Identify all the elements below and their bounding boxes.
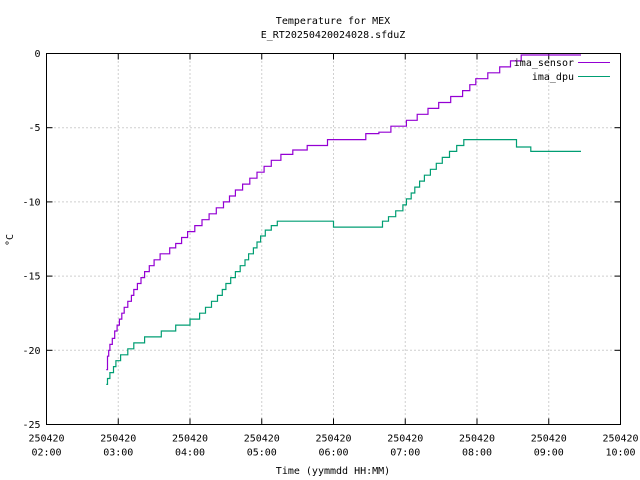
x-tick-label-time: 10:00 [605, 448, 635, 459]
x-tick-label-date: 250420 [459, 434, 495, 445]
x-tick-label-time: 06:00 [318, 448, 348, 459]
x-tick-label-date: 250420 [244, 434, 280, 445]
series-line-ima-dpu [106, 139, 581, 385]
x-tick-label-date: 250420 [100, 434, 136, 445]
legend: ima_sensor ima_dpu [514, 58, 610, 83]
x-tick-label-date: 250420 [387, 434, 423, 445]
x-tick-label-date: 250420 [28, 434, 64, 445]
x-tick-label-time: 07:00 [390, 448, 420, 459]
axis-ticks: 0 -5 -10 -15 -20 -25 250420 02:00 250420 03:00 250… [22, 49, 638, 459]
x-tick-label-date: 250420 [531, 434, 567, 445]
x-tick-label-time: 08:00 [462, 448, 492, 459]
y-axis-label: °C [5, 234, 16, 246]
y-tick-label: -15 [22, 272, 40, 283]
x-tick-label-time: 03:00 [103, 448, 133, 459]
x-tick-label-date: 250420 [315, 434, 351, 445]
x-tick-label-date: 250420 [172, 434, 208, 445]
chart-subtitle: E_RT20250420024028.sfduZ [261, 30, 406, 41]
plot-frame [46, 53, 621, 425]
x-axis-label: Time (yymmdd HH:MM) [276, 466, 390, 477]
y-tick-label: -10 [22, 197, 40, 208]
series-lines [106, 54, 581, 385]
y-tick-label: -25 [22, 420, 40, 431]
legend-label-ima-sensor: ima_sensor [514, 58, 574, 69]
chart-title: Temperature for MEX [276, 16, 390, 27]
x-tick-label-time: 05:00 [247, 448, 277, 459]
x-tick-label-time: 04:00 [175, 448, 205, 459]
x-tick-label-date: 250420 [602, 434, 638, 445]
series-line-ima-sensor [106, 54, 581, 371]
x-tick-label-time: 02:00 [31, 448, 61, 459]
y-tick-label: -20 [22, 346, 40, 357]
x-tick-label-time: 09:00 [534, 448, 564, 459]
y-tick-label: -5 [28, 123, 40, 134]
y-tick-label: 0 [34, 49, 40, 60]
legend-label-ima-dpu: ima_dpu [532, 72, 574, 83]
